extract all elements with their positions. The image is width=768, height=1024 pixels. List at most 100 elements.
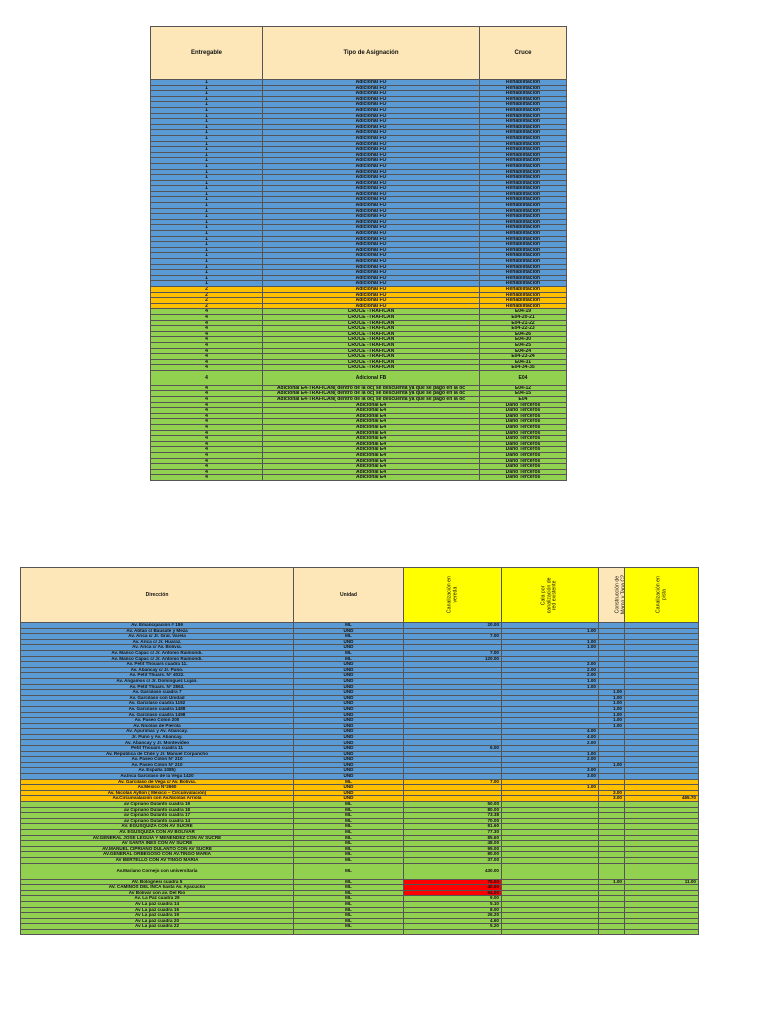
assignment-row: 4 Adicional E4-TRAFICAN( dentro de la oc(… (150, 384, 567, 392)
works-row: Av. Arica c/ Jr. Gral. Varela ML 7.00 (20, 633, 699, 640)
assignment-row: 1 Adicional FO Rehabilitación (150, 252, 567, 259)
cruce-cell: Rehabilitación (479, 107, 567, 114)
cruce-cell: E04-30 (479, 336, 567, 343)
cruce-cell: Daño Terceros (479, 457, 567, 465)
cruce-cell: Daño Terceros (479, 463, 567, 470)
works-row: AV. EGUSQUIZA CON AV SUCRE ML 81.60 (20, 823, 699, 830)
assignment-row: 2 Adicional FO Rehabilitación (150, 302, 567, 310)
works-row: Av. República de Chile y Jr. Manuel Corp… (20, 750, 699, 758)
cruce-cell: E04-22-23 (479, 325, 567, 332)
works-row: AV SANTA INES CON AV SUCRE ML 48.00 (20, 840, 699, 847)
assignment-row: 4 Adicional E4 Daño Terceros (150, 446, 567, 453)
works-row: Av.Mariano Cornejo con universitaria ML 43… (20, 862, 699, 880)
cruce-cell: Rehabilitación (479, 112, 567, 120)
assignment-table: Entregable Tipo de Asignación Cruce 1 Adi… (150, 26, 567, 481)
assignment-row: 1 Adicional FO Rehabilitación (150, 274, 567, 282)
cala-canalizacion-cell (501, 862, 599, 880)
header-tipo-asignacion: Tipo de Asignación (262, 26, 480, 80)
assignment-row: 4 Adicional E4 Daño Terceros (150, 440, 567, 448)
works-table-body: Av. Emancipación # 159 ML 20.00 Av. Abtao c… (20, 622, 699, 936)
assignment-row: 1 Adicional FO Rehabilitación (150, 79, 567, 86)
assignment-row: 4 Adicional E4 Daño Terceros (150, 457, 567, 465)
cruce-cell: Rehabilitación (479, 90, 567, 97)
works-row: Av. Garcilaso cuadra 1192 UND 1.00 (20, 700, 699, 707)
cruce-cell: E04 (479, 396, 567, 403)
assignment-row: 4 CRUCE -TRAFICAN E04-22-23 (150, 325, 567, 332)
cruce-cell: E04-19 (479, 308, 567, 315)
cruce-cell: E04-12 (479, 384, 567, 392)
assignment-row: 4 CRUCE -TRAFICAN E04-23-24 (150, 353, 567, 360)
cruce-cell: E04-26 (479, 330, 567, 338)
assignment-row: 1 Adicional FO Rehabilitación (150, 118, 567, 125)
works-row: av Cipriano Dulanto cuadra 19 ML 50.00 (20, 801, 699, 808)
assignment-row: 4 CRUCE -TRAFICAN E04-24 (150, 347, 567, 355)
works-header-row: Dirección Unidad Canalización en vereda … (20, 567, 699, 623)
header-direccion: Dirección (20, 567, 294, 623)
cruce-cell: Rehabilitación (479, 263, 567, 271)
works-row: Av. Garcilaso de Vega c/ Av. Bolivia. ML 7… (20, 778, 699, 786)
cruce-cell: Daño Terceros (479, 435, 567, 442)
works-table: Dirección Unidad Canalización en vereda … (20, 567, 699, 936)
assignment-row: 4 Adicional E4 Daño Terceros (150, 468, 567, 476)
assignment-header-row: Entregable Tipo de Asignación Cruce (150, 26, 567, 80)
cruce-cell: Daño Terceros (479, 407, 567, 414)
unidad-cell (293, 928, 404, 936)
cruce-cell: Rehabilitación (479, 252, 567, 259)
assignment-row: 4 Adicional E4 Daño Terceros (150, 429, 567, 437)
unidad-cell: ML (293, 862, 404, 880)
assignment-row: 4 Adicional E4 Daño Terceros (150, 474, 567, 481)
cruce-cell: Rehabilitación (479, 258, 567, 265)
assignment-row: 4 CRUCE -TRAFICAN E04-21-22 (150, 319, 567, 327)
header-unidad: Unidad (293, 567, 404, 623)
cruce-cell: Rehabilitación (479, 280, 567, 287)
assignment-row: 1 Adicional FO Rehabilitación (150, 280, 567, 287)
cruce-cell: E04-20-21 (479, 313, 567, 321)
marco-tapa-cell (598, 928, 625, 936)
tipo-asignacion-cell: Adicional FB (262, 369, 480, 386)
header-canalizacion-pista: Canalización en pista (624, 567, 699, 623)
assignment-row: 1 Adicional FO Rehabilitación (150, 263, 567, 271)
cruce-cell: Rehabilitación (479, 291, 567, 299)
cruce-cell: Rehabilitación (479, 302, 567, 310)
assignment-row: 4 Adicional E4-TRAFICAN( dentro de la oc(… (150, 396, 567, 403)
assignment-row: 1 Adicional FO Rehabilitación (150, 269, 567, 276)
works-row: av Cipriano Dulanto cuadra 14 ML 70.00 (20, 817, 699, 825)
cruce-cell: E04 (479, 369, 567, 386)
assignment-row: 2 Adicional FO Rehabilitación (150, 297, 567, 304)
cruce-cell: E04-23-24 (479, 353, 567, 360)
works-row: Av. Petit Thuars. N° 2863. UND 1.00 (20, 683, 699, 691)
canalizacion-vereda-cell (403, 928, 502, 936)
assignment-row: 4 Adicional E4 Daño Terceros (150, 435, 567, 442)
cruce-cell: Rehabilitación (479, 79, 567, 86)
header-marco-tapa: Construcción de Marco y Tapa C2 (598, 567, 625, 623)
header-entregable: Entregable (150, 26, 263, 80)
assignment-row: 4 CRUCE -TRAFICAN E04-19 (150, 308, 567, 315)
canalizacion-pista-cell (624, 862, 699, 880)
assignment-row: 1 Adicional FO Rehabilitación (150, 168, 567, 176)
assignment-row: 2 Adicional FO Rehabilitación (150, 286, 567, 293)
assignment-row: 4 Adicional E4 Daño Terceros (150, 424, 567, 431)
assignment-row: 4 Adicional E4 Daño Terceros (150, 452, 567, 459)
cruce-cell: Rehabilitación (479, 274, 567, 282)
cruce-cell: Daño Terceros (479, 418, 567, 425)
tipo-asignacion-cell: Adicional E4-TRAFICAN( dentro de la oc( … (262, 396, 480, 403)
assignment-table-body: 1 Adicional FO Rehabilitación 1 Adicional FO… (150, 79, 567, 481)
cruce-cell: Rehabilitación (479, 95, 567, 103)
assignment-row: 1 Adicional FO Rehabilitación (150, 107, 567, 114)
canalizacion-pista-cell (624, 928, 699, 936)
assignment-row: 4 CRUCE -TRAFICAN E04-26 (150, 330, 567, 338)
works-row: av Cipriano Dulanto cuadra 17 ML 73.38 (20, 812, 699, 819)
header-cala-canalizacion: Cala por canalización de red existente (501, 567, 599, 623)
assignment-row: 1 Adicional FO Rehabilitación (150, 84, 567, 92)
cala-canalizacion-cell (501, 928, 599, 936)
direccion-cell (20, 928, 294, 936)
works-row: Av La paz cuadra 22 ML 5.20 (20, 923, 699, 930)
assignment-row: 4 Adicional E4 Daño Terceros (150, 407, 567, 414)
entregable-cell: 4 (150, 474, 263, 481)
cruce-cell: Rehabilitación (479, 118, 567, 125)
cruce-cell: Daño Terceros (479, 412, 567, 420)
assignment-row: 2 Adicional FO Rehabilitación (150, 291, 567, 299)
header-canalizacion-vereda: Canalización en vereda (403, 567, 502, 623)
cruce-cell: E04-25 (479, 341, 567, 349)
canalizacion-vereda-cell: 430.00 (403, 862, 502, 880)
